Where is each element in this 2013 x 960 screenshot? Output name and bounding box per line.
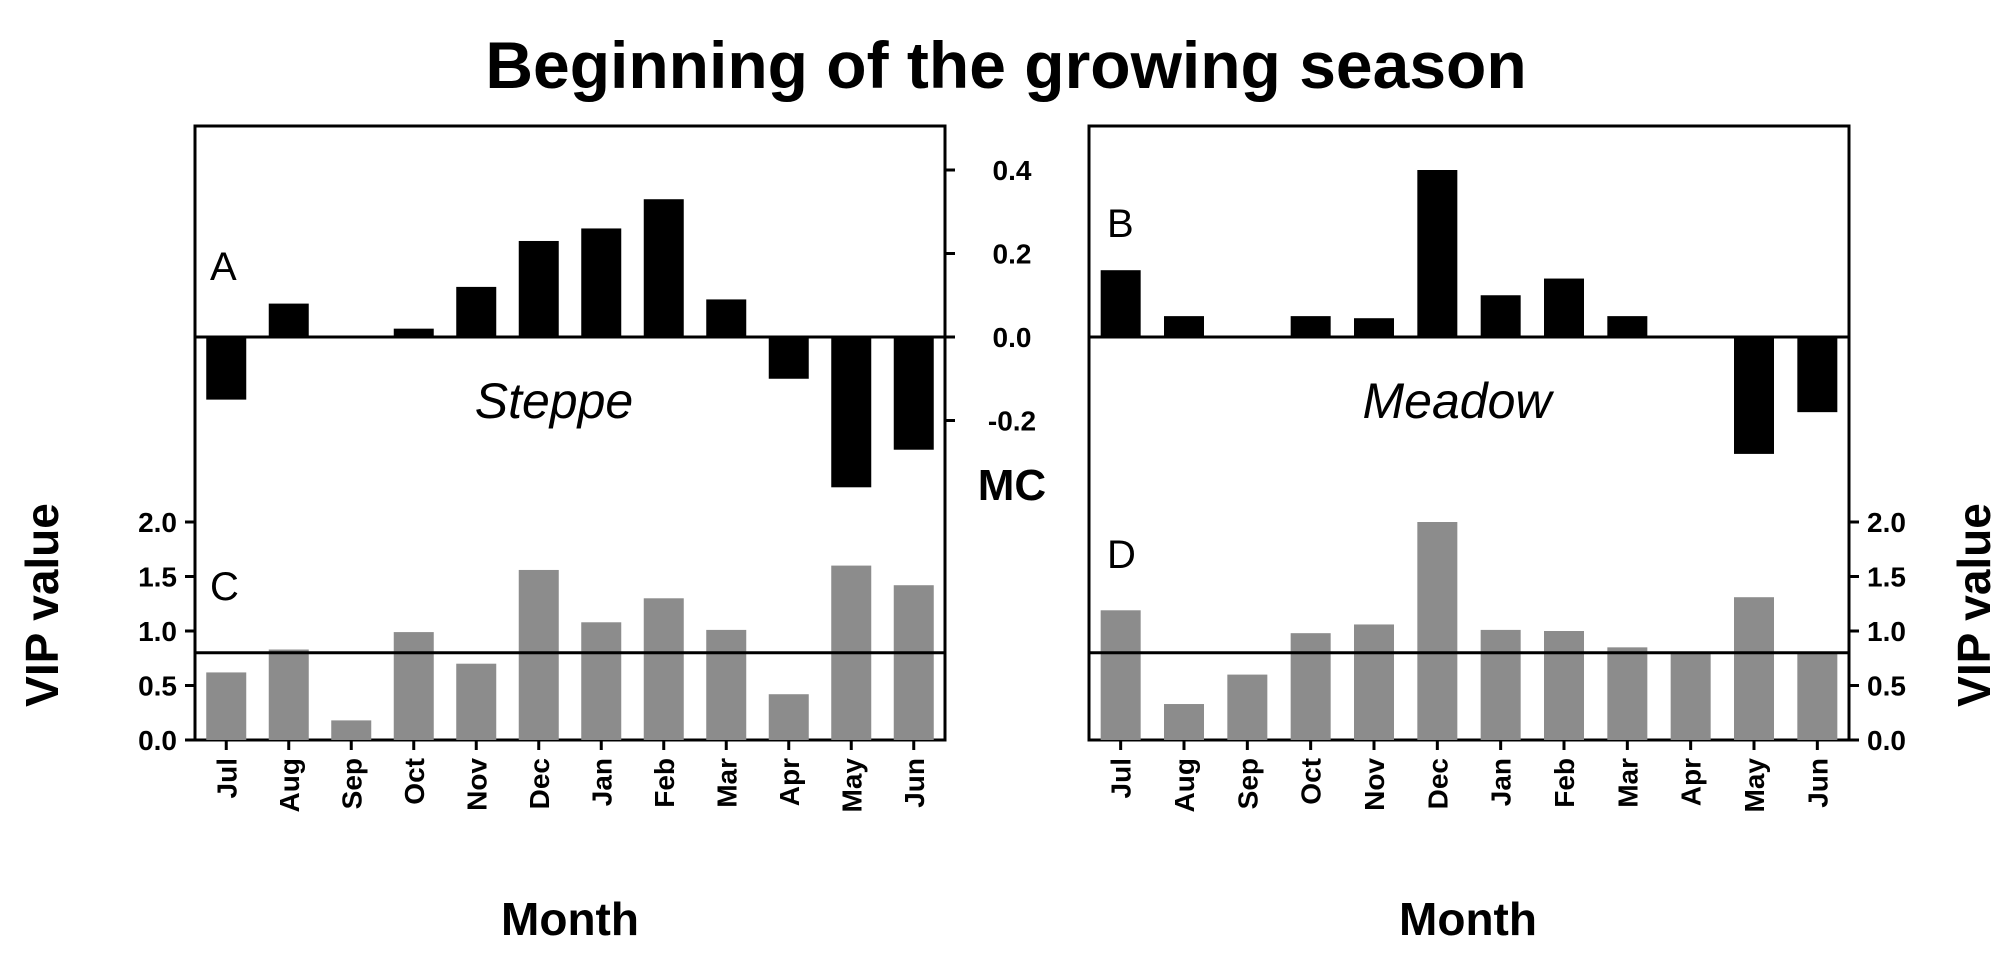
right-x-axis-title: Month [1399,893,1537,945]
right-month-label-oct: Oct [1296,758,1327,805]
steppe-vip-bar-oct [393,632,434,740]
steppe-mc-bar-nov [456,286,497,337]
left-vip-tick-label: 0.5 [138,671,177,702]
left-month-label-jun: Jun [899,758,930,808]
left-month-label-nov: Nov [461,758,492,811]
right-month-label-apr: Apr [1676,758,1707,806]
left-month-label-jan: Jan [586,758,617,806]
meadow-vip-bar-apr [1670,653,1711,740]
right-month-label-feb: Feb [1549,758,1580,808]
meadow-vip-bar-nov [1354,624,1394,740]
right-vip-tick-label: 0.0 [1867,725,1906,756]
left-vip-tick-label: 0.0 [138,725,177,756]
steppe-vip-bar-dec [518,569,559,740]
meadow-mc-bar-may [1734,337,1774,454]
right-month-label-may: May [1739,758,1770,813]
steppe-mc-bar-jul [206,337,247,400]
mc-tick-label: -0.2 [988,406,1036,437]
mc-tick-label: 0.0 [993,322,1032,353]
panel-letter-d: D [1107,533,1136,577]
steppe-mc-bar-feb [643,199,684,337]
meadow-mc-bar-aug [1164,316,1204,337]
steppe-mc-bar-aug [268,303,309,337]
meadow-vip-bar-jul [1100,610,1141,740]
left-plot-frame [193,124,947,742]
steppe-vip-bar-feb [643,598,684,740]
meadow-mc-bar-jan [1480,295,1521,337]
right-vip-tick-label: 1.0 [1867,616,1906,647]
meadow-vip-bar-jan [1480,629,1521,740]
steppe-mc-bar-dec [518,240,559,337]
left-month-label-apr: Apr [774,758,805,806]
meadow-vip-bar-sep [1227,674,1268,740]
left-month-label-jul: Jul [211,758,242,798]
meadow-vip-bar-oct [1290,633,1331,740]
left-x-axis-title: Month [501,893,639,945]
steppe-vip-bar-jan [581,622,622,740]
meadow-vip-bar-dec [1417,522,1458,740]
steppe-vip-bar-mar [706,629,747,740]
steppe-vip-bar-jul [206,672,247,740]
right-month-label-mar: Mar [1612,758,1643,808]
mc-tick-label: 0.4 [993,155,1032,186]
left-month-label-feb: Feb [649,758,680,808]
chart-title: Beginning of the growing season [485,28,1526,102]
left-month-label-oct: Oct [399,758,430,805]
right-month-label-jul: Jul [1106,758,1137,798]
mc-axis-label: MC [978,461,1046,510]
steppe-vip-bar-sep [331,720,372,740]
steppe-mc-bar-jun [893,337,934,450]
meadow-mc-bar-feb [1544,278,1584,337]
steppe-vip-bar-jun [893,585,934,740]
site-label-steppe: Steppe [475,373,633,429]
meadow-vip-bar-jun [1797,652,1838,740]
steppe-vip-bar-nov [456,663,497,740]
right-month-label-aug: Aug [1169,758,1200,812]
meadow-mc-bar-mar [1607,316,1648,337]
meadow-mc-bar-oct [1290,316,1331,337]
left-vip-tick-label: 1.5 [138,562,177,593]
right-month-label-nov: Nov [1359,758,1390,811]
right-plot-frame [1087,124,1851,742]
steppe-mc-bar-oct [393,328,434,337]
right-vip-tick-label: 0.5 [1867,671,1906,702]
left-month-label-may: May [836,758,867,813]
steppe-mc-bar-apr [768,337,809,379]
steppe-mc-bar-jan [581,228,622,337]
steppe-vip-bar-aug [268,649,309,740]
left-month-label-sep: Sep [336,758,367,809]
left-vip-tick-label: 1.0 [138,616,177,647]
meadow-mc-bar-nov [1354,318,1394,337]
right-vip-axis-label: VIP value [1948,503,2000,707]
panel-letter-a: A [210,245,237,289]
right-month-label-sep: Sep [1232,758,1263,809]
right-month-label-jun: Jun [1802,758,1833,808]
left-vip-axis-label: VIP value [16,503,68,707]
left-month-label-aug: Aug [274,758,305,812]
right-vip-tick-label: 1.5 [1867,562,1906,593]
meadow-vip-bar-mar [1607,647,1648,740]
right-month-label-jan: Jan [1486,758,1517,806]
steppe-mc-bar-may [831,337,872,488]
left-month-label-mar: Mar [711,758,742,808]
meadow-mc-bar-jul [1100,270,1141,337]
panel-letter-b: B [1107,202,1134,246]
right-month-label-dec: Dec [1422,758,1453,809]
meadow-vip-bar-aug [1164,704,1204,740]
right-vip-tick-label: 2.0 [1867,507,1906,538]
left-month-label-dec: Dec [524,758,555,809]
meadow-vip-bar-may [1734,597,1774,740]
left-vip-tick-label: 2.0 [138,507,177,538]
panel-letter-c: C [210,565,239,609]
steppe-vip-bar-apr [768,694,809,740]
mc-tick-label: 0.2 [993,239,1032,270]
meadow-mc-bar-jun [1797,337,1838,413]
site-label-meadow: Meadow [1363,373,1555,429]
steppe-mc-bar-mar [706,299,747,337]
meadow-vip-bar-feb [1544,631,1584,740]
meadow-mc-bar-dec [1417,170,1458,337]
